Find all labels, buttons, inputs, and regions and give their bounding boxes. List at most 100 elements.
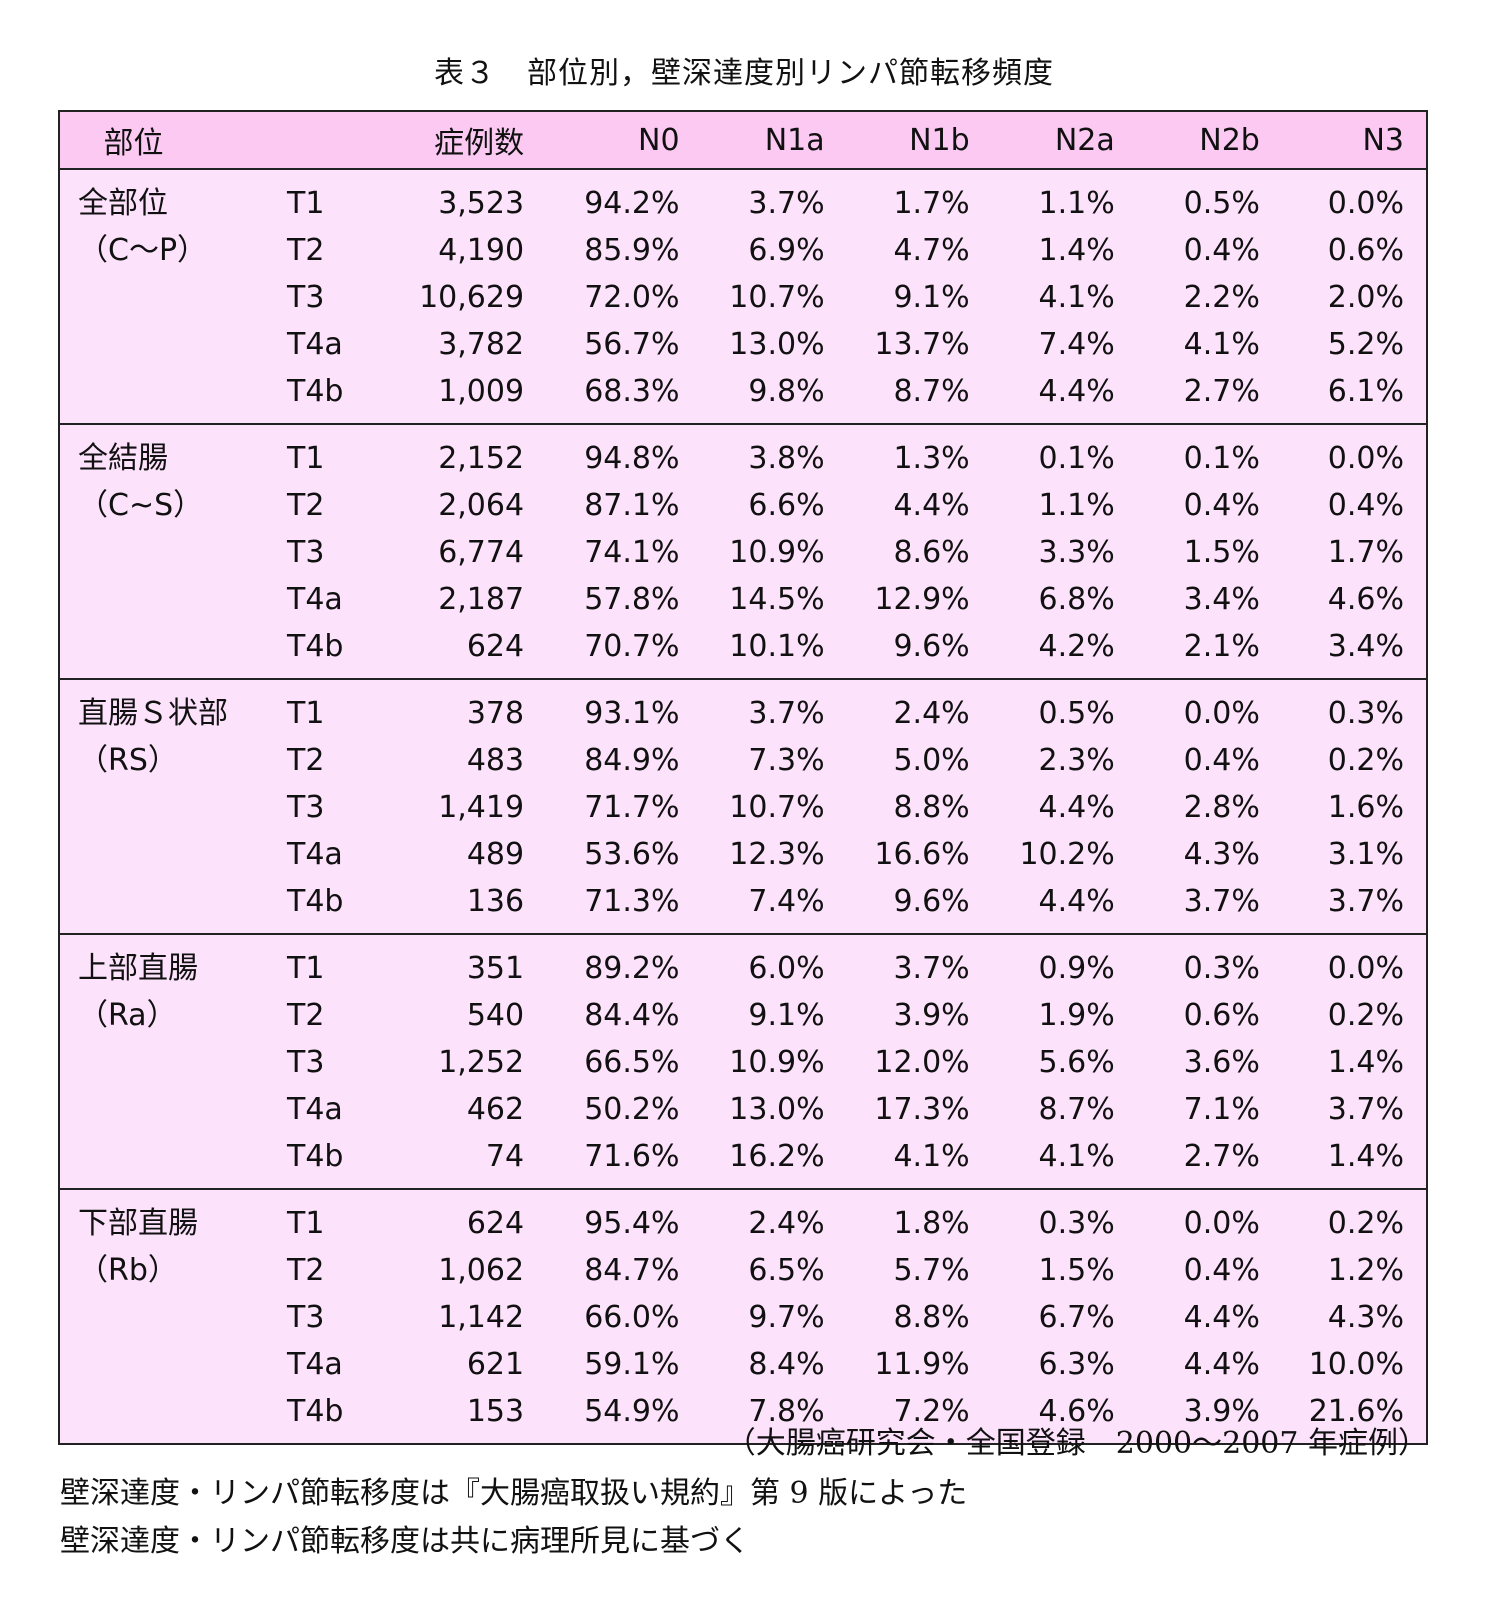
percent-cell: 9.1% xyxy=(893,280,970,315)
header-cases: 症例数 xyxy=(380,111,547,170)
percent-cell: 7.4% xyxy=(1038,327,1115,362)
table-row: T4a 621 59.1% 8.4% 11.9% 6.3% 4.4% 10.0% xyxy=(59,1341,1427,1388)
depth-cell: T2 xyxy=(287,1253,325,1288)
percent-cell: 3.9% xyxy=(1183,1394,1260,1429)
percent-cell: 0.4% xyxy=(1327,488,1404,523)
percent-cell: 8.7% xyxy=(893,374,970,409)
percent-cell: 4.1% xyxy=(893,1139,970,1174)
percent-cell: 5.7% xyxy=(893,1253,970,1288)
percent-cell: 0.0% xyxy=(1327,441,1404,476)
percent-cell: 0.1% xyxy=(1183,441,1260,476)
depth-cell: T2 xyxy=(287,743,325,778)
percent-cell: 12.3% xyxy=(729,837,825,872)
table-row: T2 483 84.9% 7.3% 5.0% 2.3% 0.4% 0.2% xyxy=(59,737,1427,784)
percent-cell: 11.9% xyxy=(874,1347,970,1382)
table-row: T4a 489 53.6% 12.3% 16.6% 10.2% 4.3% 3.1% xyxy=(59,831,1427,878)
percent-cell: 3.7% xyxy=(748,186,825,221)
percent-cell: 10.9% xyxy=(729,535,825,570)
percent-cell: 8.6% xyxy=(893,535,970,570)
percent-cell: 12.0% xyxy=(874,1045,970,1080)
depth-cell: T1 xyxy=(287,186,325,221)
cases-cell: 621 xyxy=(466,1347,525,1382)
percent-cell: 3.4% xyxy=(1183,582,1260,617)
cases-cell: 1,009 xyxy=(438,374,525,409)
percent-cell: 13.0% xyxy=(729,1092,825,1127)
depth-cell: T4a xyxy=(287,837,343,872)
percent-cell: 6.5% xyxy=(748,1253,825,1288)
percent-cell: 0.9% xyxy=(1038,951,1115,986)
percent-cell: 3.3% xyxy=(1038,535,1115,570)
table-row: 上部直腸 （Ra） T1 351 89.2% 6.0% 3.7% 0.9% 0.3% 0.0% xyxy=(59,934,1427,1033)
percent-cell: 8.7% xyxy=(1038,1092,1115,1127)
depth-cell: T4b xyxy=(287,629,344,664)
percent-cell: 7.3% xyxy=(748,743,825,778)
percent-cell: 71.6% xyxy=(584,1139,680,1174)
cases-cell: 2,187 xyxy=(438,582,525,617)
percent-cell: 0.2% xyxy=(1327,743,1404,778)
percent-cell: 0.4% xyxy=(1183,488,1260,523)
table-row: 直腸Ｓ状部 （RS） T1 378 93.1% 3.7% 2.4% 0.5% 0.0% 0.3% xyxy=(59,679,1427,778)
percent-cell: 5.0% xyxy=(893,743,970,778)
percent-cell: 87.1% xyxy=(584,488,680,523)
cases-cell: 2,064 xyxy=(438,488,525,523)
percent-cell: 1.2% xyxy=(1327,1253,1404,1288)
percent-cell: 0.2% xyxy=(1327,1206,1404,1241)
site-group: 直腸Ｓ状部 （RS） T1 378 93.1% 3.7% 2.4% 0.5% 0.0% 0.3% T… xyxy=(59,679,1427,934)
percent-cell: 4.3% xyxy=(1327,1300,1404,1335)
cases-cell: 1,252 xyxy=(438,1045,525,1080)
percent-cell: 0.2% xyxy=(1327,998,1404,1033)
cases-cell: 6,774 xyxy=(438,535,525,570)
percent-cell: 3.8% xyxy=(748,441,825,476)
percent-cell: 59.1% xyxy=(584,1347,680,1382)
percent-cell: 10.9% xyxy=(729,1045,825,1080)
percent-cell: 4.6% xyxy=(1327,582,1404,617)
percent-cell: 9.7% xyxy=(748,1300,825,1335)
site-cell: 上部直腸 （Ra） xyxy=(59,934,287,1189)
percent-cell: 2.4% xyxy=(748,1206,825,1241)
percent-cell: 4.1% xyxy=(1038,280,1115,315)
percent-cell: 1.7% xyxy=(893,186,970,221)
percent-cell: 8.8% xyxy=(893,1300,970,1335)
percent-cell: 21.6% xyxy=(1308,1394,1404,1429)
table-row: T2 2,064 87.1% 6.6% 4.4% 1.1% 0.4% 0.4% xyxy=(59,482,1427,529)
cases-cell: 10,629 xyxy=(419,280,525,315)
cases-cell: 153 xyxy=(466,1394,525,1429)
percent-cell: 1.4% xyxy=(1327,1139,1404,1174)
table-row: T4a 462 50.2% 13.0% 17.3% 8.7% 7.1% 3.7% xyxy=(59,1086,1427,1133)
table-row: T3 1,142 66.0% 9.7% 8.8% 6.7% 4.4% 4.3% xyxy=(59,1294,1427,1341)
table-row: 全部位 （C～P） T1 3,523 94.2% 3.7% 1.7% 1.1% 0.5% 0.0% xyxy=(59,169,1427,268)
percent-cell: 16.2% xyxy=(729,1139,825,1174)
percent-cell: 2.7% xyxy=(1183,1139,1260,1174)
table-row: T4a 3,782 56.7% 13.0% 13.7% 7.4% 4.1% 5.2% xyxy=(59,321,1427,368)
percent-cell: 0.5% xyxy=(1038,696,1115,731)
percent-cell: 9.1% xyxy=(748,998,825,1033)
percent-cell: 13.0% xyxy=(729,327,825,362)
percent-cell: 5.6% xyxy=(1038,1045,1115,1080)
percent-cell: 4.7% xyxy=(893,233,970,268)
percent-cell: 9.6% xyxy=(893,629,970,664)
percent-cell: 2.4% xyxy=(893,696,970,731)
site-group: 全結腸 （C~S） T1 2,152 94.8% 3.8% 1.3% 0.1% 0.1% 0.0%… xyxy=(59,424,1427,679)
percent-cell: 0.0% xyxy=(1183,1206,1260,1241)
percent-cell: 94.2% xyxy=(584,186,680,221)
percent-cell: 3.4% xyxy=(1327,629,1404,664)
percent-cell: 7.4% xyxy=(748,884,825,919)
percent-cell: 3.7% xyxy=(1327,1092,1404,1127)
percent-cell: 0.3% xyxy=(1038,1206,1115,1241)
cases-cell: 136 xyxy=(466,884,525,919)
cases-cell: 483 xyxy=(466,743,525,778)
cases-cell: 2,152 xyxy=(438,441,525,476)
depth-cell: T1 xyxy=(287,441,325,476)
percent-cell: 1.3% xyxy=(893,441,970,476)
percent-cell: 0.3% xyxy=(1327,696,1404,731)
cases-cell: 624 xyxy=(466,1206,525,1241)
table-row: 全結腸 （C~S） T1 2,152 94.8% 3.8% 1.3% 0.1% 0.1% 0.0% xyxy=(59,424,1427,523)
depth-cell: T4b xyxy=(287,1139,344,1174)
percent-cell: 17.3% xyxy=(874,1092,970,1127)
depth-cell: T3 xyxy=(287,535,325,570)
percent-cell: 0.5% xyxy=(1183,186,1260,221)
percent-cell: 3.1% xyxy=(1327,837,1404,872)
percent-cell: 57.8% xyxy=(584,582,680,617)
percent-cell: 8.8% xyxy=(893,790,970,825)
percent-cell: 0.3% xyxy=(1183,951,1260,986)
